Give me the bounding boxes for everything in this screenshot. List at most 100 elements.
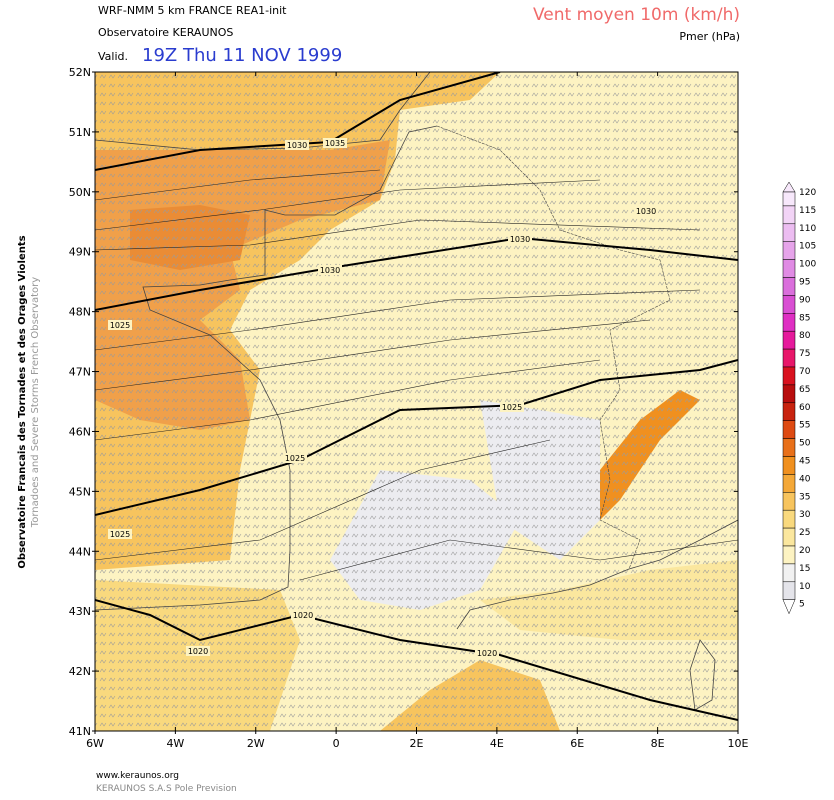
colorbar-swatch xyxy=(782,527,796,547)
lat-label: 48N xyxy=(69,306,91,319)
lat-label: 52N xyxy=(69,66,91,79)
colorbar-label: 100 xyxy=(799,260,816,270)
colorbar-label: 60 xyxy=(799,403,811,413)
isobar xyxy=(95,236,738,311)
isobar-label: 1025 xyxy=(502,403,522,412)
lon-label: 10E xyxy=(728,737,749,750)
colorbar-label: 85 xyxy=(799,313,810,323)
isobar-label: 1020 xyxy=(293,611,313,620)
contour-title: Pmer (hPa) xyxy=(679,30,740,43)
colorbar-label: 50 xyxy=(799,439,811,449)
isobar-label-bg xyxy=(186,646,210,656)
valid-label: Valid. xyxy=(98,50,128,63)
isobar xyxy=(95,359,738,516)
colorbar-swatch xyxy=(782,581,796,600)
colorbar-swatch xyxy=(782,348,796,368)
colorbar-swatch xyxy=(782,277,796,296)
isobar-label-bg xyxy=(108,529,132,539)
lon-label: 2W xyxy=(247,737,265,750)
colorbar-label: 115 xyxy=(799,206,816,216)
colorbar-swatch xyxy=(782,191,796,207)
colorbar-swatch xyxy=(782,241,796,260)
colorbar-label: 80 xyxy=(799,331,811,341)
colorbar-label: 75 xyxy=(799,349,810,359)
colorbar-swatch xyxy=(782,366,796,386)
wind-barbs xyxy=(95,72,738,731)
colorbar-label: 120 xyxy=(799,188,816,198)
isobar-label-bg xyxy=(475,648,499,658)
isobar-label-bg xyxy=(285,140,309,150)
field-title: Vent moyen 10m (km/h) xyxy=(533,5,740,25)
colorbar-label: 40 xyxy=(799,474,811,484)
colorbar-swatch xyxy=(782,420,796,439)
model-title: WRF-NMM 5 km FRANCE REA1-init xyxy=(98,4,287,17)
valid-time: 19Z Thu 11 NOV 1999 xyxy=(142,45,342,66)
colorbar-swatch xyxy=(782,456,796,475)
lat-label: 50N xyxy=(69,186,91,199)
lat-label: 43N xyxy=(69,605,91,618)
lat-label: 44N xyxy=(69,545,91,558)
isobar-label: 1025 xyxy=(285,454,305,463)
isobar-label: 1030 xyxy=(510,235,530,244)
colorbar-label: 55 xyxy=(799,421,810,431)
lat-label: 45N xyxy=(69,485,91,498)
isobar-label-bg xyxy=(508,234,532,244)
isobar-label-bg xyxy=(318,265,342,275)
org: Observatoire KERAUNOS xyxy=(98,26,233,39)
isobar-label: 1030 xyxy=(287,141,307,150)
footer-company: KERAUNOS S.A.S Pole Prevision xyxy=(96,784,237,794)
isobar xyxy=(95,599,738,721)
isobar-label: 1030 xyxy=(636,207,656,216)
colorbar-label: 20 xyxy=(799,546,811,556)
lat-label: 51N xyxy=(69,126,91,139)
colorbar-label: 30 xyxy=(799,510,811,520)
lon-label: 0 xyxy=(333,737,340,750)
colorbar-label: 35 xyxy=(799,492,810,502)
isobar-label: 1025 xyxy=(110,321,130,330)
colorbar-label: 70 xyxy=(799,367,811,377)
isobar-label: 1035 xyxy=(325,139,345,148)
isobar-label-bg xyxy=(500,402,524,412)
isobar-label-bg xyxy=(291,610,315,620)
lat-label: 42N xyxy=(69,665,91,678)
colorbar-swatch xyxy=(782,313,796,332)
colorbar-swatch xyxy=(782,563,796,583)
lon-label: 6E xyxy=(570,737,584,750)
lon-label: 4W xyxy=(166,737,184,750)
colorbar-swatch xyxy=(782,492,796,511)
isobar-label: 1020 xyxy=(477,649,497,658)
colorbar-label: 10 xyxy=(799,582,811,592)
colorbar-cap xyxy=(782,181,796,193)
colorbar-swatch xyxy=(782,402,796,421)
colorbar-swatch xyxy=(782,295,796,314)
colorbar-swatch xyxy=(782,223,796,242)
colorbar-label: 45 xyxy=(799,457,810,467)
colorbar-cap xyxy=(782,599,796,615)
isobar-label: 1020 xyxy=(188,647,208,656)
corsica xyxy=(689,639,716,711)
isobar-label-bg xyxy=(108,320,132,330)
colorbar-label: 110 xyxy=(799,224,816,234)
colorbar-label: 5 xyxy=(799,600,805,610)
colorbar-label: 65 xyxy=(799,385,810,395)
isobar-label: 1030 xyxy=(320,266,340,275)
lon-label: 2E xyxy=(410,737,424,750)
colorbar-swatch xyxy=(782,438,796,457)
lon-label: 8E xyxy=(651,737,665,750)
colorbar-swatch xyxy=(782,205,796,225)
coastline-france-atlantic xyxy=(95,125,438,611)
isobar-label-bg xyxy=(323,138,347,148)
lat-label: 41N xyxy=(69,725,91,738)
colorbar-swatch xyxy=(782,259,796,278)
map xyxy=(95,72,738,731)
colorbar-label: 15 xyxy=(799,564,810,574)
coastline-mediterranean xyxy=(456,519,738,630)
colorbar-swatch xyxy=(782,384,796,404)
isobar-label-bg xyxy=(634,206,658,216)
colorbar-label: 105 xyxy=(799,242,816,252)
footer-url: www.keraunos.org xyxy=(96,771,179,781)
colorbar-swatch xyxy=(782,545,796,565)
colorbar-swatch xyxy=(782,509,796,529)
colorbar-label: 25 xyxy=(799,528,810,538)
